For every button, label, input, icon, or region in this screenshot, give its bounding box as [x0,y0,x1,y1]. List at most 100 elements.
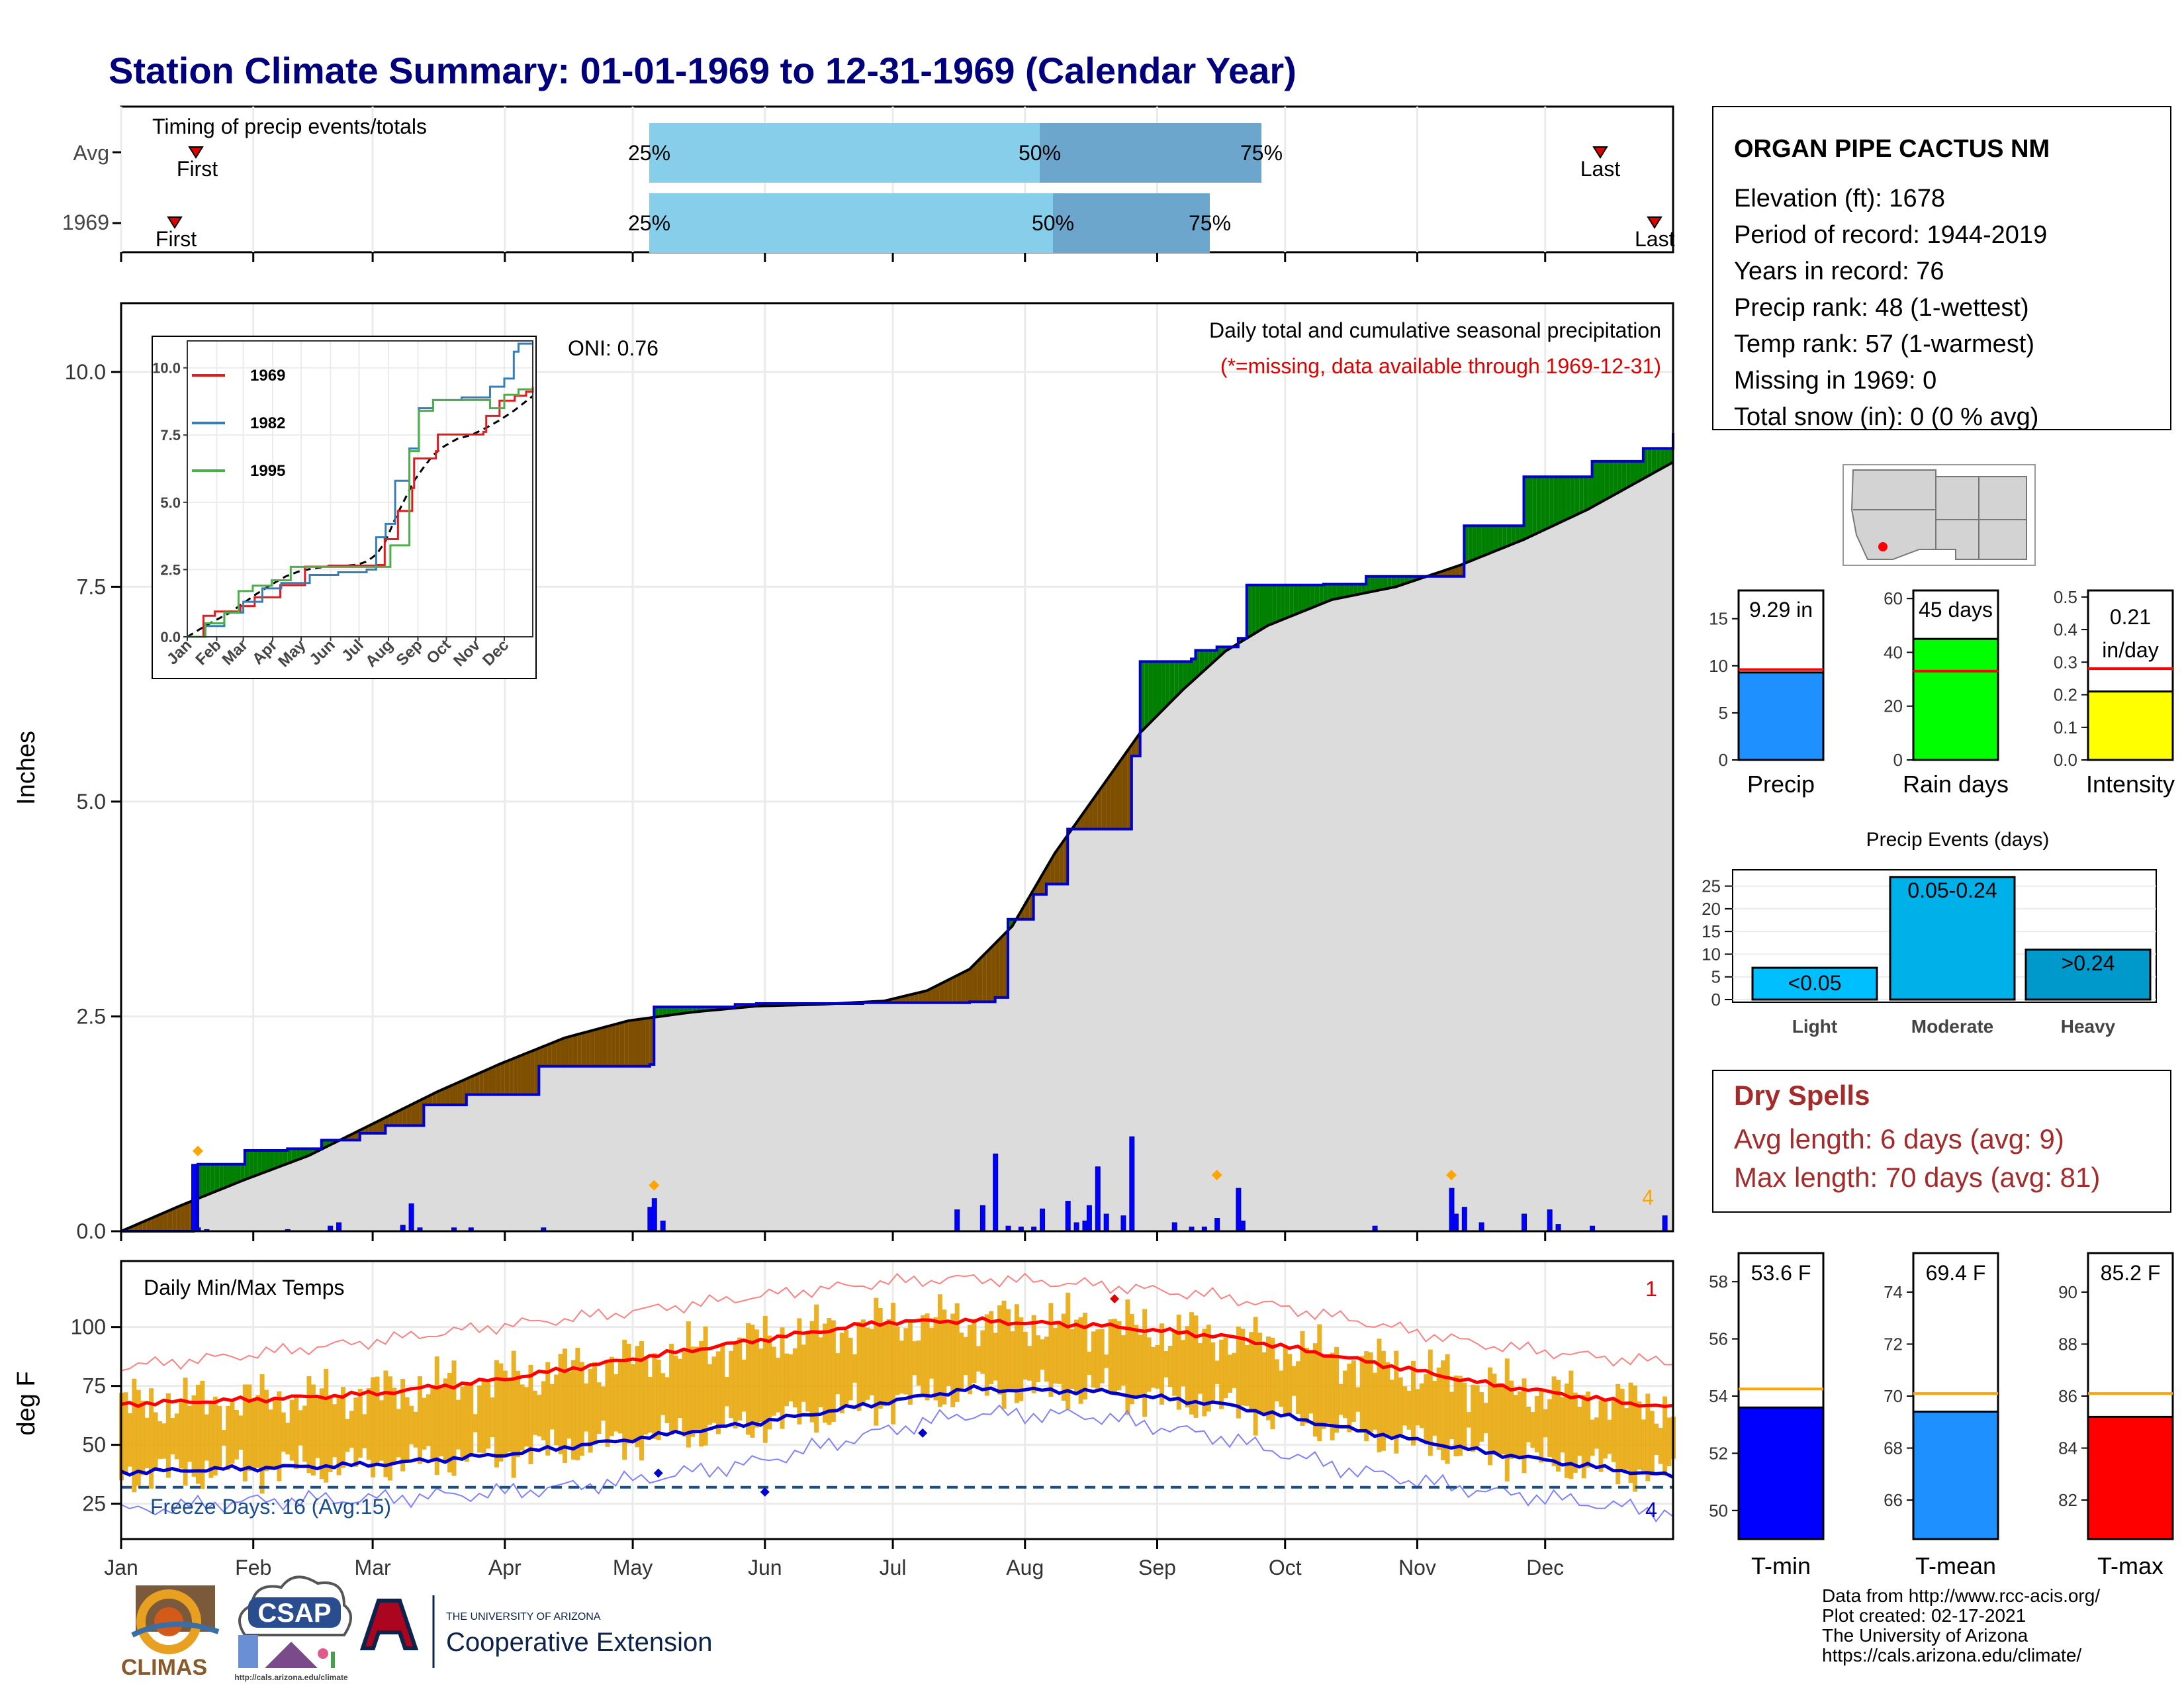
deficit-area [1455,565,1460,577]
daily-temp-range-bar [1125,1299,1130,1415]
daily-temp-range-bar [1232,1352,1237,1388]
daily-temp-range-bar [520,1384,525,1451]
precip-corner-count: 4 [1642,1186,1654,1209]
stat-bar-intensity-value: 0.21 [2110,605,2151,629]
daily-temp-range-bar [1518,1391,1523,1458]
surplus-area [266,1150,271,1172]
daily-temp-range-bar [1513,1395,1518,1458]
daily-temp-range-bar [1300,1331,1305,1426]
deficit-area [611,1024,616,1066]
month-label: Apr [488,1556,522,1579]
surplus-area [1379,576,1383,590]
daily-temp-range-bar [1389,1380,1394,1436]
daily-temp-range-bar [1487,1367,1492,1466]
deficit-area [1097,786,1102,829]
deficit-area [590,1029,595,1066]
daily-temp-range-bar [844,1330,849,1408]
daily-temp-range-bar [362,1414,367,1448]
daily-temp-range-bar [1424,1374,1429,1442]
daily-temp-range-bar [528,1364,533,1464]
daily-temp-range-bar [1551,1376,1557,1466]
daily-temp-range-bar [1129,1313,1134,1405]
inset-legend-label: 1982 [250,414,285,432]
deficit-area [457,1080,463,1105]
daily-temp-range-bar [443,1378,448,1462]
daily-temp-range-bar [1151,1346,1156,1388]
daily-temp-range-bar [1351,1360,1356,1423]
csap-logo: CSAP http://cals.arizona.edu/climate [234,1575,352,1682]
surplus-area [1596,461,1601,505]
deficit-area [1101,780,1107,829]
daily-temp-range-bar [1406,1390,1412,1430]
surplus-area [1148,661,1154,725]
precip-ytick-label: 5.0 [77,790,106,814]
daily-temp-range-bar [1415,1389,1420,1426]
daily-temp-range-bar [1040,1339,1045,1370]
deficit-area [1122,751,1128,829]
daily-temp-range-bar [1206,1325,1211,1412]
daily-temp-range-bar [1283,1346,1288,1415]
deficit-area [509,1058,514,1095]
daily-temp-range-bar [161,1423,167,1459]
deficit-area [645,1017,650,1066]
surplus-area [287,1149,292,1164]
daily-temp-range-bar [259,1374,265,1494]
surplus-area [1199,650,1205,675]
deficit-area [1059,841,1064,884]
daily-temp-range-bar [997,1305,1003,1395]
avg-cumulative-area [121,462,1673,1231]
daily-temp-range-bar [524,1387,529,1447]
daily-temp-range-bar [669,1343,674,1435]
daily-temp-range-bar [1377,1338,1382,1452]
deficit-area [155,1214,159,1231]
surplus-area [1588,477,1592,510]
temp-bar-tmax-value: 85.2 F [2101,1261,2161,1285]
daily-temp-range-bar [455,1399,461,1450]
deficit-area [530,1050,535,1095]
daily-temp-range-bar [1155,1344,1160,1389]
daily-temp-range-bar [720,1344,725,1425]
daily-temp-range-bar [1364,1351,1369,1442]
deficit-area [496,1063,501,1095]
daily-temp-range-bar [1116,1321,1122,1391]
deficit-area [504,1060,510,1095]
daily-temp-range-bar [788,1354,794,1402]
daily-temp-range-bar [1569,1370,1574,1479]
surplus-area [1302,585,1306,612]
daily-temp-range-bar [200,1380,205,1489]
year-p25-label: 25% [628,211,670,235]
daily-temp-range-bar [1019,1317,1024,1401]
surplus-area [1468,526,1473,562]
month-label: Nov [1398,1556,1436,1579]
station-line-precip-rank: Precip rank: 48 (1-wettest) [1734,294,2029,322]
deficit-area [181,1203,185,1231]
daily-temp-range-bar [984,1314,989,1396]
daily-temp-range-bar [1355,1387,1361,1412]
surplus-area [1298,585,1302,614]
deficit-area [1038,874,1042,895]
deficit-area [488,1067,492,1095]
station-line-temp-rank: Temp rank: 57 (1-warmest) [1734,330,2034,358]
deficit-area [551,1041,557,1066]
daily-temp-range-bar [1261,1352,1267,1415]
surplus-area [214,1164,220,1192]
daily-temp-range-bar [1057,1321,1062,1384]
daily-temp-range-bar [1274,1359,1279,1401]
temp-marker [653,1468,663,1478]
month-label: May [613,1556,653,1579]
surplus-area [257,1150,262,1175]
daily-temp-range-bar [234,1410,239,1460]
daily-temp-range-bar [490,1397,495,1438]
daily-temp-range-bar [1619,1388,1625,1470]
daily-temp-range-bar [895,1326,900,1395]
daily-temp-range-bar [699,1340,704,1447]
surplus-area [1473,526,1477,561]
daily-temp-range-bar [264,1389,269,1472]
deficit-area [185,1201,190,1231]
daily-temp-range-bar [281,1412,286,1452]
daily-temp-range-bar [387,1376,392,1481]
temp-marker [760,1487,770,1497]
surplus-area [1383,576,1388,590]
daily-temp-range-bar [144,1417,150,1469]
deficit-area [986,947,991,1002]
